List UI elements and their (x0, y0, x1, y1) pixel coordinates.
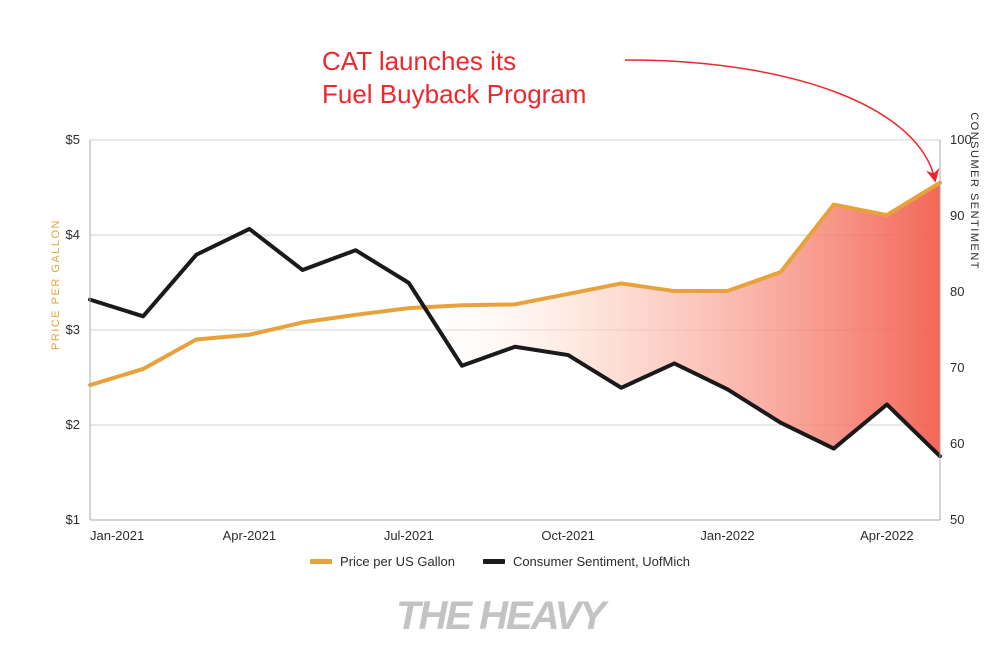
svg-text:90: 90 (950, 208, 964, 223)
svg-text:Apr-2022: Apr-2022 (860, 528, 913, 543)
svg-text:$5: $5 (66, 132, 80, 147)
legend-item: Consumer Sentiment, UofMich (483, 554, 690, 569)
svg-text:80: 80 (950, 284, 964, 299)
svg-text:Apr-2021: Apr-2021 (223, 528, 276, 543)
svg-text:Jul-2021: Jul-2021 (384, 528, 434, 543)
svg-text:50: 50 (950, 512, 964, 527)
chart-container: CAT launches its Fuel Buyback Program PR… (0, 0, 1000, 658)
legend-label: Price per US Gallon (340, 554, 455, 569)
svg-text:$1: $1 (66, 512, 80, 527)
svg-text:Oct-2021: Oct-2021 (541, 528, 594, 543)
legend-label: Consumer Sentiment, UofMich (513, 554, 690, 569)
svg-text:70: 70 (950, 360, 964, 375)
legend-swatch (483, 559, 505, 564)
brand-logo: THE HEAVY (0, 594, 1000, 639)
svg-text:$4: $4 (66, 227, 80, 242)
legend-swatch (310, 559, 332, 564)
svg-text:60: 60 (950, 436, 964, 451)
svg-text:100: 100 (950, 132, 972, 147)
legend: Price per US Gallon Consumer Sentiment, U… (0, 554, 1000, 569)
legend-item: Price per US Gallon (310, 554, 455, 569)
svg-text:Jan-2022: Jan-2022 (700, 528, 754, 543)
svg-text:Jan-2021: Jan-2021 (90, 528, 144, 543)
svg-text:$2: $2 (66, 417, 80, 432)
svg-text:$3: $3 (66, 322, 80, 337)
